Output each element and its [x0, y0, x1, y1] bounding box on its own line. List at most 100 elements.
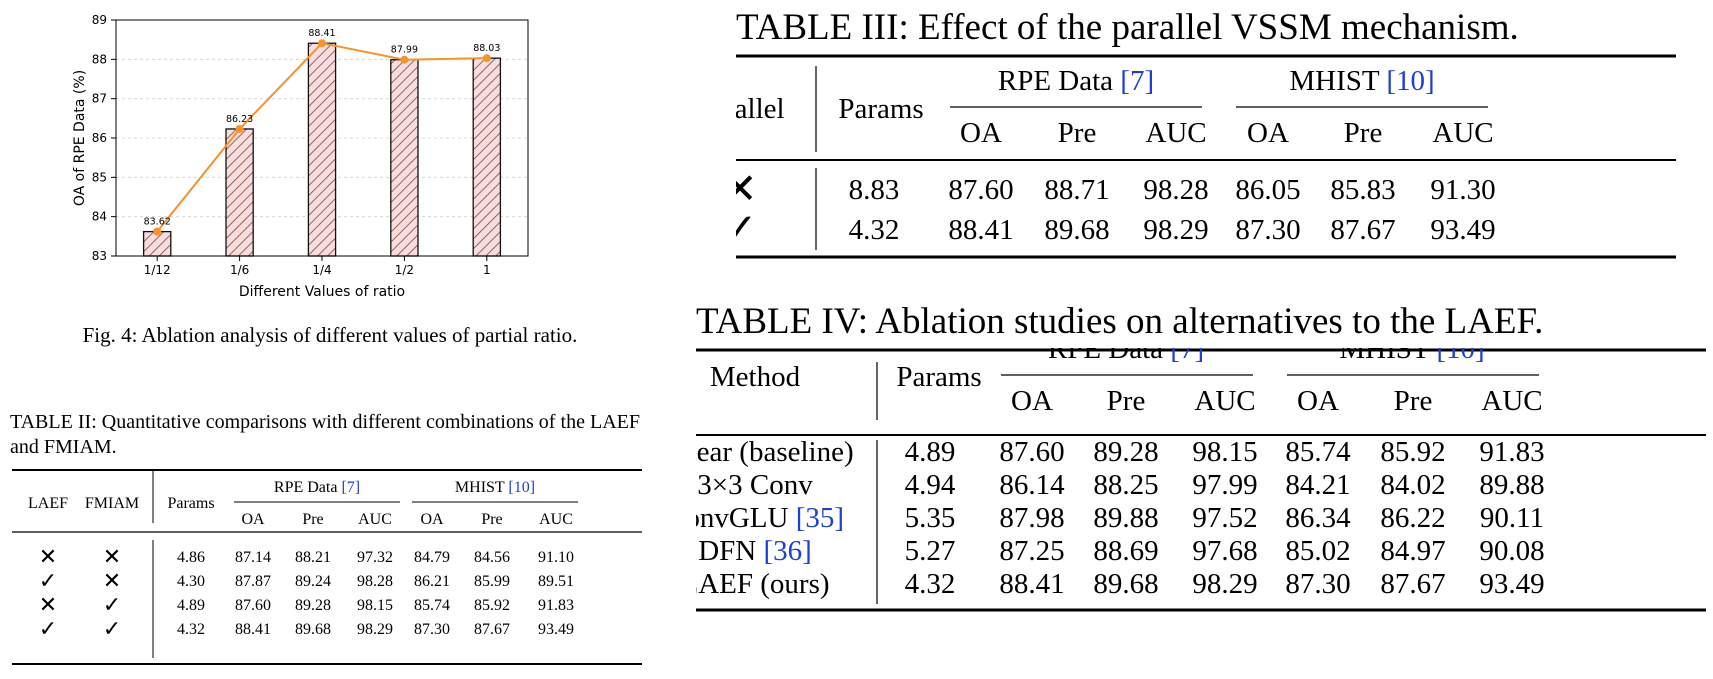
value-cell: 91.30	[1430, 174, 1495, 206]
y-axis-label: OA of RPE Data (%)	[72, 70, 88, 206]
value-cell: 87.87	[235, 573, 271, 590]
subheader: OA	[1297, 385, 1339, 417]
bar	[225, 128, 254, 257]
value-cell: 85.02	[1285, 535, 1350, 567]
value-cell: 88.69	[1093, 535, 1158, 567]
parallel-mark: ✕	[736, 167, 758, 213]
value-cell: 93.49	[1430, 214, 1495, 246]
subheader: AUC	[358, 511, 392, 528]
subheader: OA	[241, 511, 265, 528]
value-cell: 93.49	[1479, 568, 1544, 600]
value-cell: 97.68	[1192, 535, 1257, 567]
params-cell: 4.32	[177, 621, 205, 638]
value-cell: 84.56	[474, 549, 510, 566]
value-cell: 98.15	[1192, 436, 1257, 468]
subheader: AUC	[1481, 385, 1542, 417]
value-cell: 87.60	[235, 597, 271, 614]
subheader: Pre	[1058, 117, 1097, 149]
value-cell: 91.10	[538, 549, 574, 566]
subheader: AUC	[1145, 117, 1206, 149]
value-cell: 84.79	[414, 549, 450, 566]
laef-mark: ✕	[39, 592, 57, 617]
laef-mark: ✓	[39, 616, 57, 641]
value-cell: 87.30	[414, 621, 450, 638]
data-point	[400, 55, 409, 64]
header-method: Method	[710, 361, 801, 393]
data-point	[482, 54, 491, 63]
value-cell: 98.15	[357, 597, 393, 614]
value-cell: 98.29	[1192, 568, 1257, 600]
fmiam-mark: ✓	[103, 616, 121, 641]
method-cell: 3×3 Conv	[697, 469, 813, 501]
params-cell: 5.27	[905, 535, 956, 567]
params-cell: 4.94	[905, 469, 956, 501]
method-cell: LAEF (ours)	[696, 568, 830, 600]
params-cell: 4.89	[177, 597, 205, 614]
subheader: OA	[1011, 385, 1053, 417]
value-cell: 88.21	[295, 549, 331, 566]
x-tick-label: 1	[483, 263, 491, 277]
value-cell: 87.60	[999, 436, 1064, 468]
subheader: OA	[1247, 117, 1289, 149]
value-cell: 86.05	[1235, 174, 1300, 206]
header-params: Params	[896, 361, 981, 393]
value-cell: 98.28	[1143, 174, 1208, 206]
value-cell: 91.83	[538, 597, 574, 614]
value-cell: 98.29	[357, 621, 393, 638]
value-cell: 98.28	[357, 573, 393, 590]
header-params: Params	[838, 93, 923, 125]
value-cell: 85.83	[1330, 174, 1395, 206]
value-cell: 89.68	[1093, 568, 1158, 600]
header-parallel: Parallel	[736, 93, 785, 125]
y-tick-label: 84	[92, 210, 107, 224]
data-point	[153, 227, 162, 236]
value-cell: 86.22	[1380, 502, 1445, 534]
table-4: Method Params RPE Data [7] MHIST [10] OA Pre A…	[696, 348, 1706, 673]
value-cell: 89.24	[295, 573, 331, 590]
subheader: OA	[420, 511, 444, 528]
value-cell: 86.34	[1285, 502, 1351, 534]
fmiam-mark: ✓	[103, 592, 121, 617]
fmiam-mark: ✕	[103, 568, 121, 593]
subheader: Pre	[1107, 385, 1146, 417]
header-mhist: MHIST [10]	[455, 479, 535, 496]
value-cell: 88.25	[1093, 469, 1158, 501]
method-cell: Linear (baseline)	[696, 436, 854, 468]
y-tick-label: 86	[92, 131, 107, 145]
params-cell: 4.86	[177, 549, 205, 566]
subheader: Pre	[1344, 117, 1383, 149]
ratio-bar-chart: 83 84 85 86 87 88 89 1/12 1/6 1/4 1/2 1 83.62 86.23 88…	[72, 13, 529, 300]
data-point	[318, 39, 326, 48]
value-cell: 89.68	[295, 621, 331, 638]
y-tick-label: 87	[92, 92, 107, 106]
y-tick-label: 89	[92, 13, 107, 27]
table-3: ParallelParamsRPE Data [7]MHIST [10]OAPr…	[736, 54, 1676, 284]
header-rpe-data: RPE Data [7]	[1048, 348, 1204, 365]
table2-caption: TABLE II: Quantitative comparisons with …	[10, 411, 640, 458]
subheader: AUC	[539, 511, 573, 528]
parallel-mark: ✓	[736, 207, 758, 253]
value-cell: 90.08	[1479, 535, 1544, 567]
laef-mark: ✕	[39, 544, 57, 569]
value-cell: 86.21	[414, 573, 450, 590]
y-tick-label: 83	[92, 249, 107, 263]
data-label: 88.41	[308, 28, 335, 39]
x-tick-label: 1/12	[144, 263, 171, 277]
value-cell: 84.21	[1285, 469, 1350, 501]
subheader: Pre	[481, 511, 502, 528]
data-label: 86.23	[226, 114, 253, 125]
bar	[472, 57, 502, 257]
value-cell: 85.99	[474, 573, 510, 590]
data-label: 88.03	[473, 43, 500, 54]
x-axis-label: Different Values of ratio	[239, 284, 405, 300]
params-cell: 4.30	[177, 573, 205, 590]
method-cell: DFN [36]	[698, 535, 812, 567]
x-tick-label: 1/4	[312, 263, 331, 277]
value-cell: 89.88	[1093, 502, 1158, 534]
figure-4: 83 84 85 86 87 88 89 1/12 1/6 1/4 1/2 1 83.62 86.23 88…	[70, 8, 590, 308]
header-mhist: MHIST [10]	[1339, 348, 1484, 365]
value-cell: 89.51	[538, 573, 574, 590]
value-cell: 97.99	[1192, 469, 1257, 501]
params-cell: 5.35	[905, 502, 956, 534]
header-laef: LAEF	[28, 495, 68, 512]
